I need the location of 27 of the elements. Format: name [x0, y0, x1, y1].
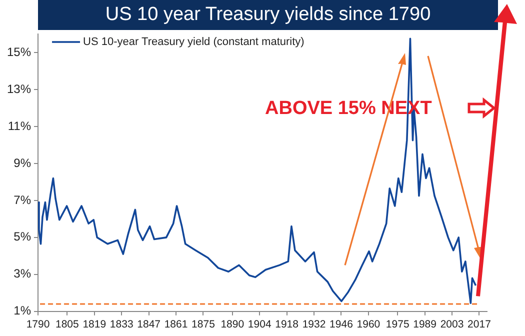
- y-tick-label: 7%: [14, 192, 32, 207]
- x-tick-label: 2003: [440, 318, 464, 331]
- x-tick-label: 1847: [137, 318, 161, 331]
- x-tick-label: 2017: [468, 318, 492, 331]
- y-tick-label: 1%: [14, 304, 32, 318]
- x-tick-label: 1833: [110, 318, 134, 331]
- x-tick-label: 1875: [192, 318, 216, 331]
- chart-title: US 10 year Treasury yields since 1790: [38, 0, 498, 30]
- x-tick-label: 1989: [413, 318, 437, 331]
- x-tick-label: 1861: [164, 318, 188, 331]
- y-tick-label: 5%: [14, 230, 32, 244]
- x-tick-label: 1932: [302, 318, 326, 331]
- x-tick-label: 1918: [275, 318, 299, 331]
- y-tick-label: 3%: [14, 266, 32, 281]
- y-tick-label: 11%: [8, 118, 32, 133]
- x-tick-label: 1819: [82, 318, 106, 331]
- x-tick-label: 1975: [386, 318, 410, 331]
- y-tick-label: 13%: [6, 82, 32, 96]
- x-tick-label: 1805: [55, 318, 80, 331]
- x-tick-label: 1946: [330, 318, 354, 331]
- x-tick-label: 1960: [356, 318, 380, 331]
- x-tick-label: 1790: [26, 318, 50, 331]
- x-tick-label: 1904: [248, 318, 272, 331]
- y-tick-label: 15%: [6, 44, 32, 59]
- legend-label: US 10-year Treasury yield (constant maturity): [83, 36, 304, 48]
- x-tick-label: 1890: [220, 318, 244, 331]
- y-tick-label: 9%: [14, 156, 32, 170]
